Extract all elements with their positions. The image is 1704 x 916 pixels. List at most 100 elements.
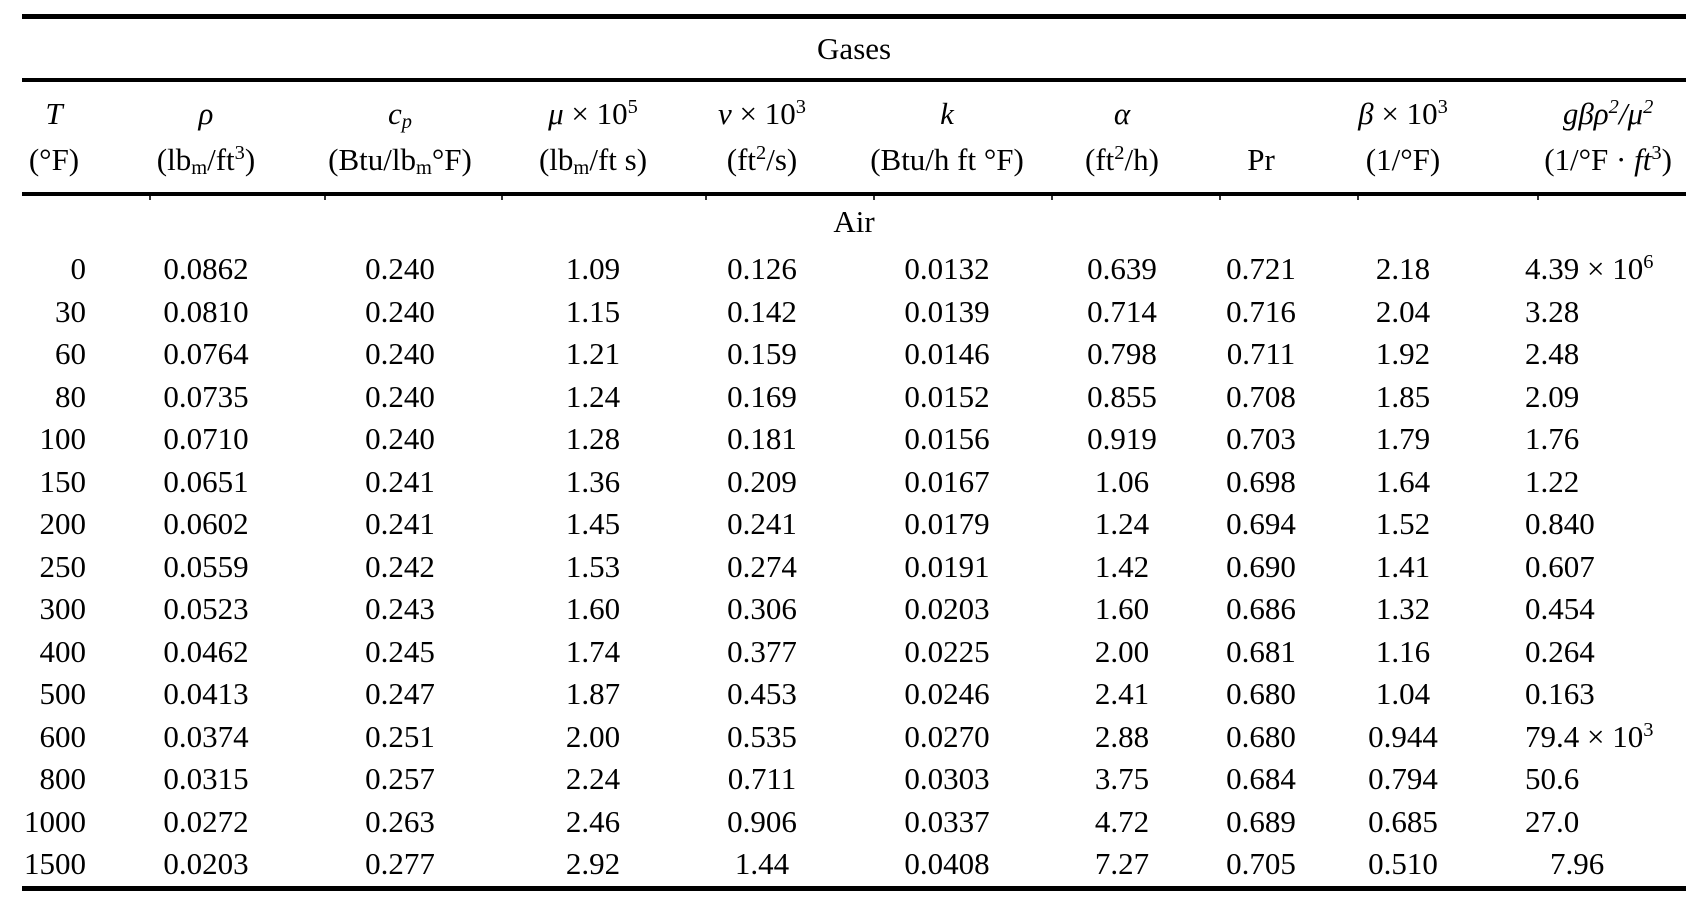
table-row: 100 0.0710 0.240 1.28 0.181 0.0156 0.919 0.703 1…: [22, 418, 1686, 461]
text-segment: 5: [627, 95, 638, 118]
table-cell: 0.169: [727, 378, 797, 414]
text-segment: (ft: [1085, 142, 1115, 177]
table-cell: 0.690: [1226, 548, 1296, 584]
table-cell: 2.04: [1375, 293, 1431, 329]
table-cell: 0.274: [727, 548, 797, 584]
text-segment: α: [1113, 96, 1131, 131]
table-cell: 0.684: [1226, 761, 1296, 797]
table-cell: 1000: [24, 803, 86, 839]
text-segment: /h): [1124, 142, 1159, 177]
table-cell: 0.0862: [163, 251, 249, 287]
text-segment: (°F): [28, 142, 80, 177]
text-segment: ft: [1634, 142, 1652, 177]
table-cell: 0.798: [1087, 336, 1157, 372]
text-segment: gβρ: [1562, 96, 1609, 131]
section-row: Air: [22, 194, 1686, 248]
table-cell: 0.708: [1226, 378, 1296, 414]
text-segment: 79.4 × 10: [1525, 718, 1644, 754]
text-segment: (lb: [156, 142, 192, 177]
column-tick: [1537, 192, 1539, 200]
table-cell: 0.680: [1226, 676, 1296, 712]
table-cell: 0.0272: [163, 803, 249, 839]
text-segment: 2: [1643, 95, 1654, 118]
table-cell: 1.09: [565, 251, 621, 287]
table-cell: 2.92: [565, 846, 621, 882]
table-cell: 1.15: [565, 293, 621, 329]
table-cell: 0.0408: [904, 846, 990, 882]
table-cell: 1.87: [565, 676, 621, 712]
table-cell: 0.840: [1525, 506, 1595, 542]
table-cell: 4.39 × 106: [1490, 248, 1686, 291]
text-segment: m: [573, 156, 590, 179]
table-cell: 2.00: [565, 718, 621, 754]
table-cell: 0.257: [365, 761, 435, 797]
table-cell: 0.264: [1525, 633, 1595, 669]
table-cell: 0.0810: [163, 293, 249, 329]
table-cell: 0.0710: [163, 421, 249, 457]
table-cell: 0.241: [365, 506, 435, 542]
column-header-conductivity-k: k (Btu/h ft °F): [856, 80, 1038, 196]
table-cell: 1.32: [1375, 591, 1431, 627]
table-cell: 0.209: [727, 463, 797, 499]
table-cell: 0.906: [727, 803, 797, 839]
column-tick: [149, 192, 151, 200]
text-segment: m: [415, 156, 432, 179]
section-title-air: Air: [833, 204, 875, 239]
table-cell: 79.4 × 103: [1490, 716, 1686, 759]
table-cell: 0.705: [1226, 846, 1296, 882]
table-cell-value: 79.4 × 103: [1525, 719, 1653, 754]
text-segment: 2: [756, 141, 767, 164]
column-tick: [324, 192, 326, 200]
table-cell: 600: [39, 718, 87, 754]
column-header-temperature: T (°F): [22, 80, 130, 196]
table-row: 250 0.0559 0.242 1.53 0.274 0.0191 1.42 0.690 1.…: [22, 546, 1686, 589]
table-cell: 0.377: [727, 633, 797, 669]
table-cell: 0.0179: [904, 506, 990, 542]
column-tick: [1219, 192, 1221, 200]
table-cell: 0.0246: [904, 676, 990, 712]
table-cell: 1.60: [1094, 591, 1150, 627]
table-row: 60 0.0764 0.240 1.21 0.159 0.0146 0.798 0.711 1.…: [22, 333, 1686, 376]
column-header-g-beta-rho2-mu2: gβρ2/μ2 (1/°F · ft3): [1490, 80, 1687, 196]
text-segment: 3: [1437, 95, 1448, 118]
text-segment: ): [1661, 142, 1672, 177]
table-cell: 0.0559: [163, 548, 249, 584]
text-segment: × 10: [563, 96, 628, 131]
table-cell: 300: [39, 591, 87, 627]
text-segment: m: [191, 156, 208, 179]
column-tick: [1051, 192, 1053, 200]
table-row: 400 0.0462 0.245 1.74 0.377 0.0225 2.00 0.681 1.…: [22, 631, 1686, 674]
table-cell: 0.0413: [163, 676, 249, 712]
table-cell: 0.142: [727, 293, 797, 329]
table-cell: 27.0: [1525, 803, 1580, 839]
table-cell: 1.52: [1375, 506, 1431, 542]
table-cell: 0.681: [1226, 633, 1296, 669]
table-cell: 1.64: [1375, 463, 1431, 499]
table-cell: 0.251: [365, 718, 435, 754]
table-cell: 3.28: [1525, 293, 1580, 329]
text-segment: °F): [431, 142, 472, 177]
column-header-viscosity-mu: μ × 105 (lbm/ft s): [518, 80, 668, 196]
table-row: 150 0.0651 0.241 1.36 0.209 0.0167 1.06 0.698 1.…: [22, 461, 1686, 504]
table-cell: 0.0735: [163, 378, 249, 414]
table-cell: 7.96: [1490, 843, 1686, 888]
table-cell: 0.0203: [163, 846, 249, 882]
text-segment: /ft: [207, 142, 235, 177]
table-cell: 2.18: [1375, 251, 1431, 287]
table-cell-value: 4.39 × 106: [1525, 251, 1653, 286]
table-cell: 0.242: [365, 548, 435, 584]
text-segment: /s): [766, 142, 798, 177]
table-cell: 1.24: [565, 378, 621, 414]
table-cell: 0.944: [1368, 718, 1438, 754]
table-cell: 2.09: [1525, 378, 1580, 414]
table-cell: 0.711: [1226, 336, 1296, 372]
column-tick: [873, 192, 875, 200]
text-segment: × 10: [731, 96, 796, 131]
table-cell: 60: [55, 336, 86, 372]
text-segment: × 10: [1373, 96, 1438, 131]
table-cell: 1500: [24, 846, 86, 882]
table-title: Gases: [22, 16, 1687, 82]
table-cell: 0.686: [1226, 591, 1296, 627]
text-segment: (1/°F ·: [1544, 142, 1635, 177]
